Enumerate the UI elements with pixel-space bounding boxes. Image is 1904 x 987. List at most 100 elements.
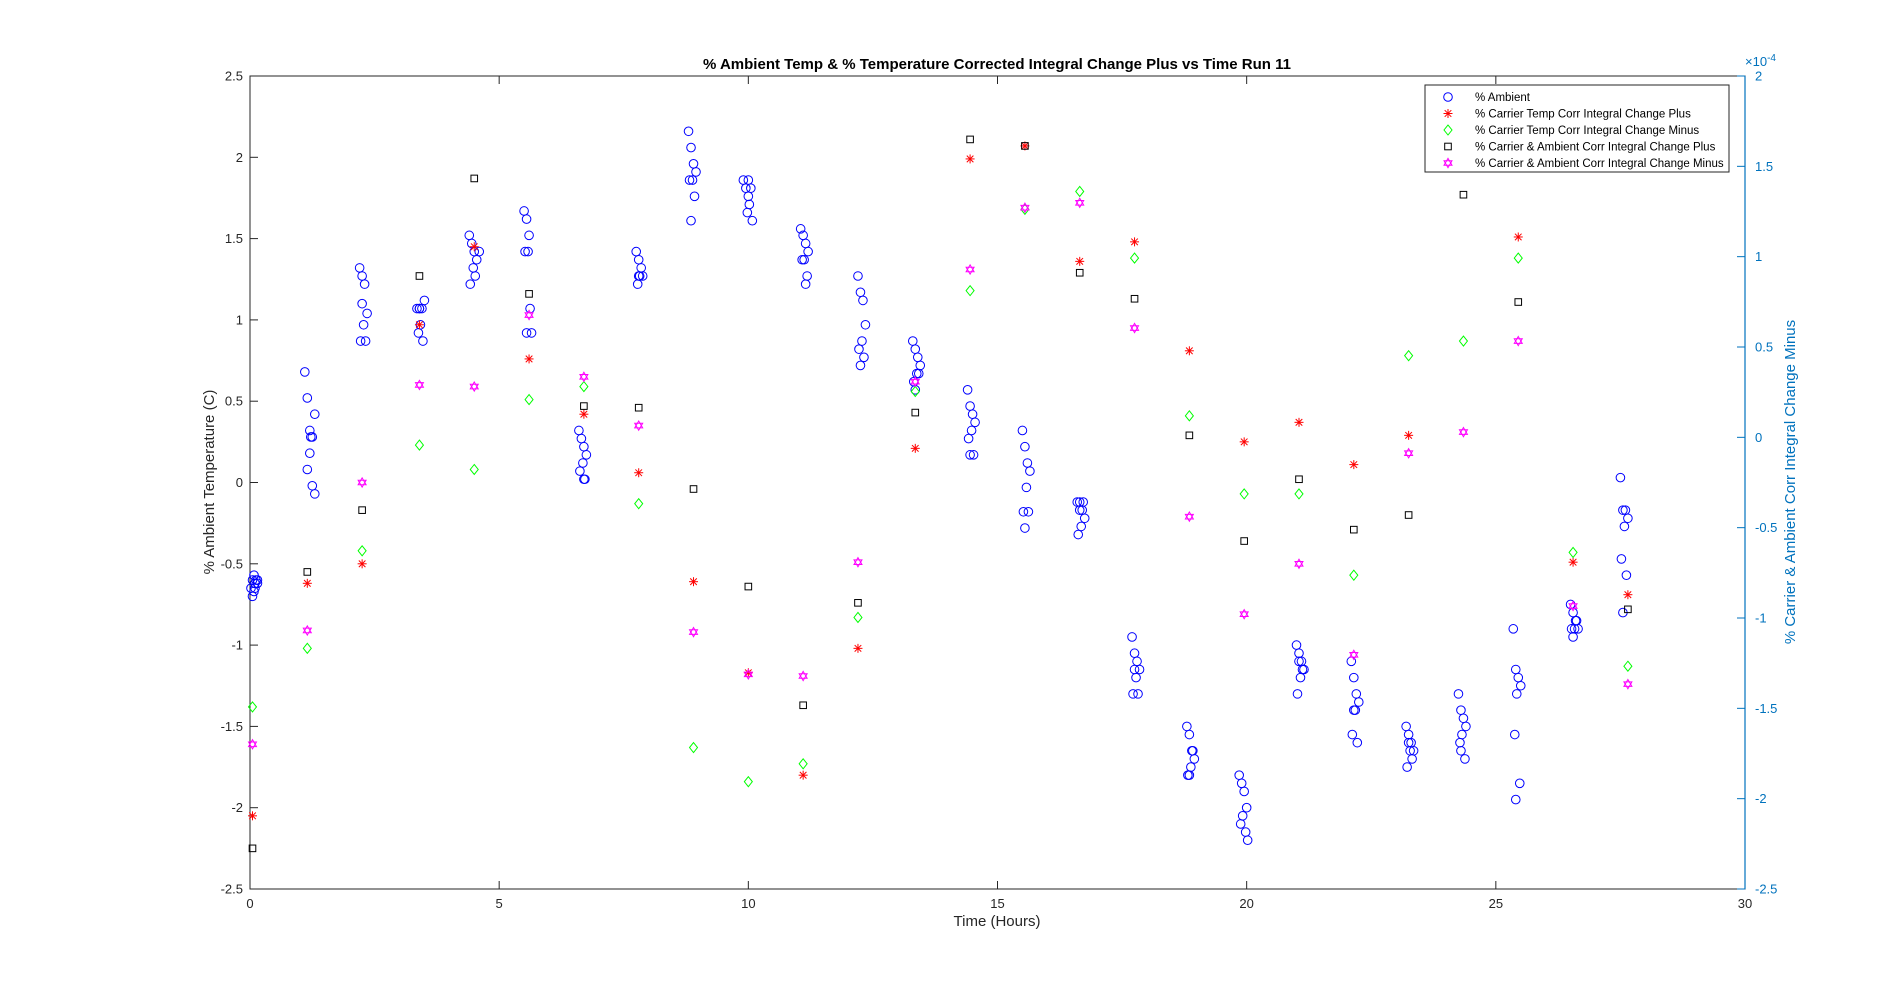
data-point bbox=[1623, 678, 1633, 690]
data-point bbox=[524, 393, 534, 406]
right-axis-exponent: ×10-4 bbox=[1745, 53, 1776, 69]
y-left-tick-label: -2 bbox=[231, 800, 243, 815]
x-axis-label: Time (Hours) bbox=[954, 913, 1041, 930]
y-right-tick-label: -2 bbox=[1755, 791, 1767, 806]
x-tick-label: 15 bbox=[990, 896, 1004, 911]
data-point bbox=[469, 380, 480, 393]
y-right-tick-label: 0 bbox=[1755, 430, 1762, 445]
data-point bbox=[742, 207, 753, 218]
data-point bbox=[414, 439, 425, 451]
data-point bbox=[1129, 252, 1140, 264]
y-left-tick-label: 0 bbox=[236, 475, 243, 490]
data-point bbox=[1294, 558, 1304, 570]
data-point bbox=[1294, 656, 1304, 667]
y-right-tick-label: 2 bbox=[1755, 69, 1762, 84]
data-point bbox=[634, 468, 644, 478]
data-point bbox=[1129, 664, 1140, 675]
data-point bbox=[414, 303, 425, 314]
data-point bbox=[1513, 232, 1523, 242]
data-point bbox=[1017, 425, 1028, 436]
y-left-tick-label: -1.5 bbox=[221, 719, 243, 734]
data-point bbox=[853, 643, 863, 653]
data-point bbox=[358, 506, 366, 514]
data-point bbox=[1623, 590, 1633, 600]
data-point bbox=[1075, 185, 1085, 198]
data-point bbox=[525, 290, 533, 298]
x-axis: 0 5 10 15 20 25 30 bbox=[246, 76, 1752, 911]
data-point bbox=[634, 497, 644, 510]
legend-label: % Carrier & Ambient Corr Integral Change… bbox=[1475, 142, 1716, 154]
data-point bbox=[747, 215, 758, 226]
y-left-tick-label: -0.5 bbox=[221, 556, 243, 571]
data-point bbox=[1241, 802, 1252, 813]
y-right-tick-label: -1 bbox=[1755, 611, 1767, 626]
data-point bbox=[965, 154, 975, 164]
data-point bbox=[970, 417, 980, 428]
data-markers bbox=[246, 126, 1633, 853]
data-point bbox=[1075, 268, 1084, 277]
data-point bbox=[419, 295, 430, 306]
data-point bbox=[1021, 142, 1029, 150]
data-point bbox=[302, 578, 312, 588]
data-point bbox=[1456, 745, 1466, 756]
data-point bbox=[910, 385, 920, 398]
data-point bbox=[1184, 346, 1194, 356]
data-point bbox=[853, 271, 863, 281]
legend-label: % Carrier & Ambient Corr Integral Change… bbox=[1475, 158, 1724, 170]
data-point bbox=[1074, 505, 1085, 515]
y-left-tick-label: 2.5 bbox=[225, 69, 243, 84]
x-tick-label: 30 bbox=[1738, 896, 1752, 911]
data-point bbox=[579, 474, 589, 485]
data-point bbox=[1514, 298, 1523, 306]
data-point bbox=[305, 425, 315, 436]
data-point bbox=[469, 463, 479, 476]
data-point bbox=[247, 811, 257, 821]
data-point bbox=[1615, 472, 1626, 483]
data-point bbox=[357, 544, 367, 557]
data-point bbox=[637, 271, 648, 281]
data-point bbox=[247, 738, 258, 750]
data-point bbox=[1239, 608, 1250, 620]
y-axis-left: -2.5 -2 -1.5 -1 -0.5 0 0.5 1 1.5 2 2.5 bbox=[221, 69, 258, 897]
data-point bbox=[966, 425, 977, 436]
data-point bbox=[1023, 506, 1034, 517]
data-point bbox=[799, 701, 807, 710]
data-point bbox=[578, 458, 588, 468]
data-point bbox=[1184, 770, 1195, 780]
data-point bbox=[633, 271, 644, 281]
data-point bbox=[1130, 294, 1139, 303]
data-point bbox=[358, 319, 369, 330]
data-point bbox=[523, 246, 533, 257]
data-point bbox=[1460, 754, 1470, 764]
data-point bbox=[302, 642, 312, 655]
data-point bbox=[302, 464, 313, 475]
data-point bbox=[798, 757, 808, 770]
data-point bbox=[1349, 672, 1359, 683]
data-point bbox=[687, 175, 698, 185]
data-point bbox=[686, 215, 696, 226]
data-point bbox=[1184, 410, 1194, 422]
data-point bbox=[858, 295, 868, 306]
data-point bbox=[1239, 786, 1249, 797]
data-point bbox=[1348, 649, 1359, 661]
x-tick-label: 0 bbox=[246, 896, 253, 911]
data-point bbox=[524, 354, 534, 364]
data-point bbox=[1020, 202, 1030, 214]
data-point bbox=[521, 214, 532, 224]
data-point bbox=[305, 448, 315, 459]
data-point bbox=[1079, 513, 1090, 524]
data-point bbox=[1349, 460, 1359, 470]
data-point bbox=[1129, 322, 1140, 334]
y-left-tick-label: 1.5 bbox=[225, 231, 243, 246]
data-point bbox=[963, 433, 974, 444]
data-point bbox=[1514, 778, 1525, 789]
data-point bbox=[1568, 632, 1578, 642]
data-point bbox=[413, 328, 424, 338]
data-point bbox=[1350, 525, 1358, 534]
data-point bbox=[470, 174, 479, 183]
data-point bbox=[1130, 237, 1140, 247]
legend-label: % Carrier Temp Corr Integral Change Plus bbox=[1475, 109, 1691, 121]
data-point bbox=[688, 626, 699, 638]
data-point bbox=[965, 284, 975, 297]
